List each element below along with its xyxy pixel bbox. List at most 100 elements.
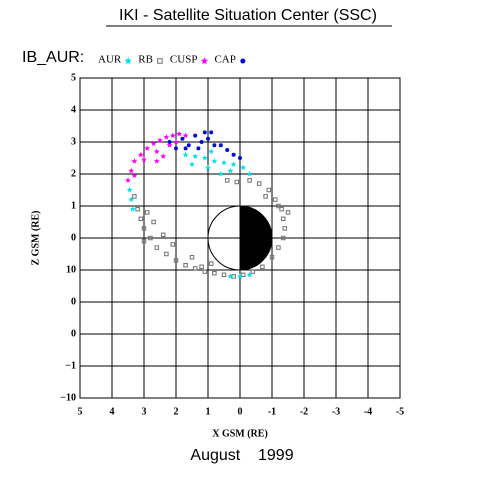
- point: [189, 254, 195, 260]
- point: [272, 197, 278, 202]
- x-tick-label: -2: [300, 406, 308, 417]
- point: [221, 159, 227, 166]
- point: [137, 151, 144, 158]
- x-tick-label: -3: [332, 406, 340, 417]
- x-tick-label: 0: [238, 406, 243, 417]
- point: [256, 181, 262, 186]
- point: [260, 264, 265, 270]
- point: [144, 145, 151, 151]
- point: [263, 194, 268, 199]
- point: [269, 254, 275, 260]
- point: [246, 271, 253, 278]
- point: [279, 206, 284, 212]
- footer: August 1999: [190, 447, 293, 464]
- point: [144, 210, 150, 215]
- point: [174, 146, 178, 151]
- point: [208, 148, 215, 154]
- point: [153, 148, 160, 154]
- point: [276, 245, 281, 250]
- legend-marker: [240, 58, 246, 64]
- point: [237, 273, 243, 279]
- point: [199, 264, 204, 270]
- y-tick-label: 3: [71, 136, 76, 147]
- legend-label: CUSP: [170, 54, 198, 66]
- y-tick-label: 0: [71, 296, 76, 307]
- point: [280, 235, 286, 241]
- legend-marker: [124, 57, 132, 65]
- point: [209, 130, 214, 135]
- legend-label: RB: [138, 54, 153, 66]
- point: [125, 177, 131, 183]
- point: [280, 216, 286, 222]
- point: [224, 178, 230, 183]
- point: [227, 167, 234, 174]
- point: [182, 132, 189, 138]
- point: [176, 131, 183, 137]
- point: [150, 140, 157, 146]
- legend-title: IB_AUR:: [22, 49, 84, 66]
- point: [183, 262, 188, 268]
- point: [196, 146, 201, 151]
- point: [199, 140, 204, 144]
- point: [238, 156, 242, 160]
- point: [132, 194, 137, 199]
- point: [212, 270, 217, 276]
- legend-label: CAP: [214, 54, 235, 66]
- point: [154, 245, 160, 250]
- x-tick-label: -4: [364, 406, 372, 417]
- point: [151, 219, 156, 225]
- y-tick-label: −10: [60, 392, 76, 403]
- point: [205, 164, 211, 170]
- y-axis-label: Z GSM (RE): [30, 211, 41, 266]
- point: [246, 171, 253, 177]
- point: [164, 251, 169, 257]
- point: [285, 210, 291, 215]
- point: [217, 171, 224, 177]
- point: [276, 203, 281, 209]
- point: [138, 216, 144, 222]
- point: [131, 172, 138, 178]
- legend-marker: [157, 58, 163, 64]
- point: [225, 148, 230, 152]
- point: [153, 158, 160, 164]
- point: [189, 161, 195, 167]
- point: [141, 226, 147, 231]
- point: [128, 167, 135, 174]
- x-tick-label: -1: [268, 406, 276, 417]
- point: [227, 273, 234, 279]
- point: [193, 133, 198, 138]
- point: [141, 156, 147, 162]
- point: [169, 132, 176, 138]
- point: [182, 151, 189, 158]
- point: [211, 158, 218, 164]
- point: [202, 269, 208, 274]
- chart-title: IKI - Satellite Situation Center (SSC): [119, 7, 377, 24]
- point: [160, 232, 166, 238]
- point: [250, 269, 256, 274]
- y-tick-label: 2: [71, 168, 76, 179]
- point: [231, 152, 236, 157]
- point: [202, 130, 207, 135]
- y-tick-label: −1: [65, 360, 76, 371]
- point: [186, 143, 191, 148]
- point: [208, 261, 214, 266]
- x-tick-label: 2: [174, 406, 179, 417]
- x-tick-label: -5: [396, 406, 404, 417]
- point: [192, 266, 198, 271]
- point: [126, 187, 133, 193]
- point: [218, 143, 223, 148]
- x-tick-label: 5: [78, 406, 83, 417]
- y-tick-label: 4: [71, 104, 76, 115]
- y-tick-label: 0: [71, 328, 76, 339]
- point: [173, 139, 179, 145]
- point: [282, 226, 288, 231]
- point: [192, 153, 199, 159]
- point: [183, 146, 188, 151]
- point: [206, 136, 210, 141]
- y-tick-label: 1: [71, 200, 76, 211]
- point: [231, 274, 236, 279]
- point: [240, 164, 247, 170]
- x-axis-label: X GSM (RE): [212, 428, 268, 439]
- point: [212, 143, 217, 148]
